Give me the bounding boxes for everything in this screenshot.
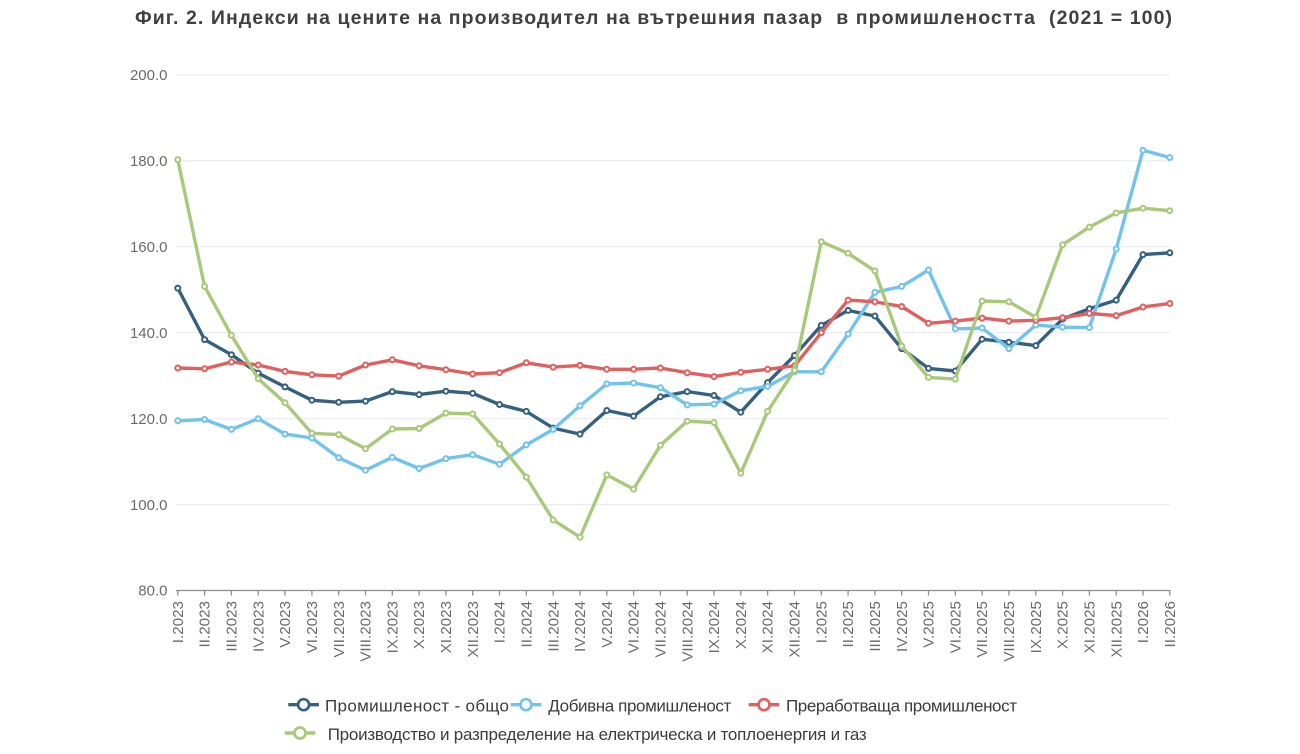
svg-text:I.2023: I.2023 xyxy=(170,601,187,643)
svg-text:100.0: 100.0 xyxy=(130,497,168,514)
svg-text:III.2024: III.2024 xyxy=(545,601,562,652)
svg-text:IX.2024: IX.2024 xyxy=(706,601,723,653)
svg-text:160.0: 160.0 xyxy=(130,239,168,256)
svg-text:X.2025: X.2025 xyxy=(1055,601,1072,649)
svg-text:II.2024: II.2024 xyxy=(518,601,535,647)
svg-text:VIII.2025: VIII.2025 xyxy=(1001,601,1018,662)
svg-text:V.2025: V.2025 xyxy=(921,601,938,648)
svg-text:XII.2025: XII.2025 xyxy=(1108,601,1125,658)
svg-text:IV.2023: IV.2023 xyxy=(250,601,267,652)
svg-text:I.2026: I.2026 xyxy=(1135,601,1152,643)
svg-text:VI.2024: VI.2024 xyxy=(626,601,643,653)
svg-text:VII.2024: VII.2024 xyxy=(653,601,670,658)
svg-text:120.0: 120.0 xyxy=(130,411,168,428)
svg-text:Добивна промишленост: Добивна промишленост xyxy=(548,697,731,716)
svg-text:200.0: 200.0 xyxy=(130,67,168,84)
svg-text:II.2023: II.2023 xyxy=(197,601,214,647)
svg-text:XI.2023: XI.2023 xyxy=(438,601,455,653)
svg-text:XII.2024: XII.2024 xyxy=(787,601,804,658)
svg-text:Фиг. 2. Индекси на цените на п: Фиг. 2. Индекси на цените на производите… xyxy=(135,7,1172,29)
svg-text:140.0: 140.0 xyxy=(130,325,168,342)
svg-text:III.2023: III.2023 xyxy=(223,601,240,652)
svg-text:VI.2023: VI.2023 xyxy=(304,601,321,653)
svg-text:V.2023: V.2023 xyxy=(277,601,294,648)
svg-text:VIII.2023: VIII.2023 xyxy=(358,601,375,662)
svg-text:IV.2025: IV.2025 xyxy=(894,601,911,652)
svg-text:IX.2025: IX.2025 xyxy=(1028,601,1045,653)
svg-text:XI.2024: XI.2024 xyxy=(760,601,777,653)
svg-text:X.2024: X.2024 xyxy=(733,601,750,649)
svg-text:VI.2025: VI.2025 xyxy=(947,601,964,653)
svg-text:VIII.2024: VIII.2024 xyxy=(679,601,696,662)
svg-text:80.0: 80.0 xyxy=(138,583,167,600)
svg-text:Преработваща промишленост: Преработваща промишленост xyxy=(786,697,1017,716)
svg-text:II.2025: II.2025 xyxy=(840,601,857,647)
svg-text:VII.2023: VII.2023 xyxy=(331,601,348,658)
svg-text:Производство и разпределение н: Производство и разпределение на електрич… xyxy=(328,725,867,744)
svg-text:Промишленост - общо: Промишленост - общо xyxy=(325,697,509,716)
svg-text:X.2023: X.2023 xyxy=(411,601,428,649)
svg-text:II.2026: II.2026 xyxy=(1162,601,1179,647)
svg-text:IV.2024: IV.2024 xyxy=(572,601,589,652)
svg-text:180.0: 180.0 xyxy=(130,153,168,170)
svg-text:XI.2025: XI.2025 xyxy=(1082,601,1099,653)
svg-text:VII.2025: VII.2025 xyxy=(974,601,991,658)
svg-text:I.2024: I.2024 xyxy=(492,601,509,643)
svg-text:XII.2023: XII.2023 xyxy=(465,601,482,658)
svg-text:IX.2023: IX.2023 xyxy=(384,601,401,653)
svg-text:III.2025: III.2025 xyxy=(867,601,884,652)
svg-text:V.2024: V.2024 xyxy=(599,601,616,648)
svg-text:I.2025: I.2025 xyxy=(813,601,830,643)
